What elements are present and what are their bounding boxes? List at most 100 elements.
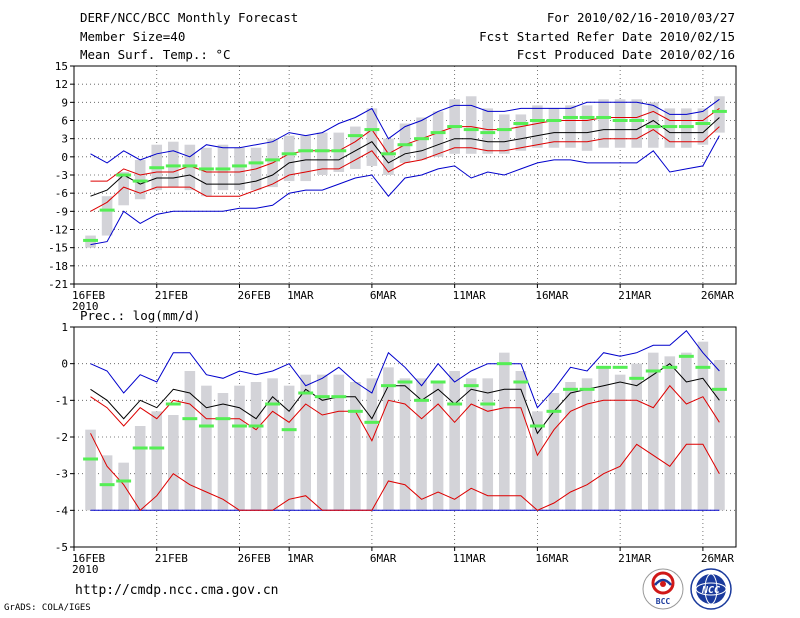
ensemble-box	[681, 352, 692, 511]
observation-marker	[430, 380, 446, 384]
ensemble-box	[168, 141, 179, 188]
y-tick-label: 12	[55, 78, 68, 91]
observation-marker	[463, 384, 479, 388]
ensemble-box	[151, 411, 163, 511]
ensemble-box	[201, 385, 212, 511]
observation-marker	[629, 119, 645, 122]
forecast-period: For 2010/02/16-2010/03/27	[546, 10, 735, 25]
temperature-label: Mean Surf. Temp.: °C	[80, 47, 231, 62]
ensemble-box	[432, 382, 444, 511]
y-tick-label: -2	[55, 431, 68, 444]
observation-marker	[414, 137, 429, 141]
observation-marker	[596, 365, 612, 369]
inner-high-line	[90, 384, 720, 457]
observation-marker	[99, 483, 115, 487]
ensemble-box	[548, 108, 560, 148]
y-tick-label: -15	[48, 242, 68, 255]
ensemble-box	[598, 99, 609, 148]
ensemble-box	[383, 367, 394, 511]
ensemble-box	[631, 99, 642, 148]
produced-date: Fcst Produced Date 2010/02/16	[516, 47, 735, 62]
x-tick-label: 26MAR	[701, 552, 734, 565]
ensemble-box	[250, 382, 262, 511]
ensemble-box	[499, 352, 510, 511]
observation-marker	[347, 409, 363, 413]
observation-marker	[546, 119, 562, 122]
ensemble-box	[101, 196, 113, 236]
svg-text:NCC: NCC	[701, 585, 720, 596]
ensemble-box	[399, 378, 411, 511]
observation-marker	[529, 119, 545, 122]
x-tick-label: 16MAR	[535, 552, 568, 565]
ensemble-box	[681, 108, 692, 148]
ensemble-box	[168, 415, 179, 511]
y-tick-label: -9	[55, 205, 68, 218]
ensemble-box	[697, 108, 709, 145]
ensemble-box	[350, 382, 361, 511]
y-tick-label: 0	[61, 151, 68, 164]
observation-marker	[596, 115, 612, 119]
observation-marker	[381, 152, 396, 156]
observation-marker	[513, 122, 529, 126]
ensemble-box	[631, 363, 642, 511]
ensemble-box	[532, 105, 543, 148]
grads-credit: GrADS: COLA/IGES	[4, 603, 91, 613]
chart-title: DERF/NCC/BCC Monthly Forecast	[80, 10, 299, 25]
ensemble-box	[482, 108, 494, 154]
ensemble-box	[134, 426, 146, 511]
observation-marker	[430, 131, 446, 135]
website-url[interactable]: http://cmdp.ncc.cma.gov.cn	[75, 583, 279, 598]
x-tick-label: 16MAR	[535, 289, 568, 302]
observation-marker	[281, 428, 297, 432]
observation-marker	[364, 420, 380, 424]
observation-marker	[496, 362, 512, 366]
ensemble-box	[383, 138, 394, 175]
x-tick-label: 26FEB	[238, 552, 271, 565]
ensemble-mean-line	[90, 363, 720, 435]
observation-marker	[132, 179, 148, 183]
observation-marker	[298, 391, 314, 395]
member-size: Member Size=40	[80, 29, 186, 44]
ensemble-box	[333, 374, 345, 511]
ensemble-box	[614, 99, 626, 148]
y-tick-label: -4	[55, 504, 69, 517]
x-tick-label: 21MAR	[618, 552, 651, 565]
inner-low-line	[90, 126, 720, 212]
observation-marker	[182, 417, 198, 421]
observation-marker	[563, 387, 578, 391]
observation-marker	[563, 115, 578, 119]
y-tick-label: -12	[48, 224, 68, 237]
x-tick-year-label: 2010	[72, 563, 99, 576]
x-tick-label: 6MAR	[370, 552, 397, 565]
ensemble-box	[85, 429, 96, 511]
ensemble-box	[366, 108, 378, 166]
observation-marker	[612, 365, 628, 369]
ensemble-box	[515, 114, 527, 151]
ensemble-box	[217, 144, 229, 191]
ensemble-box	[184, 144, 196, 191]
observation-marker	[695, 365, 711, 369]
y-tick-label: -6	[55, 187, 68, 200]
ensemble-box	[316, 132, 328, 175]
observation-marker	[463, 128, 479, 132]
observation-marker	[678, 354, 694, 358]
x-tick-label: 16FEB	[72, 552, 105, 565]
observation-marker	[215, 167, 231, 171]
observation-marker	[281, 152, 297, 156]
x-tick-label: 26FEB	[238, 289, 271, 302]
observation-marker	[149, 446, 165, 450]
observation-marker	[447, 402, 463, 406]
x-tick-label: 6MAR	[370, 289, 397, 302]
observation-marker	[265, 402, 281, 406]
ensemble-box	[234, 385, 245, 511]
ensemble-box	[416, 378, 427, 511]
observation-marker	[83, 238, 98, 242]
ensemble-box	[647, 102, 659, 148]
observation-marker	[579, 387, 595, 391]
observation-marker	[182, 164, 198, 168]
x-tick-label: 21FEB	[155, 552, 188, 565]
observation-marker	[165, 164, 181, 168]
ensemble-box	[134, 159, 146, 200]
ensemble-box	[565, 382, 576, 511]
